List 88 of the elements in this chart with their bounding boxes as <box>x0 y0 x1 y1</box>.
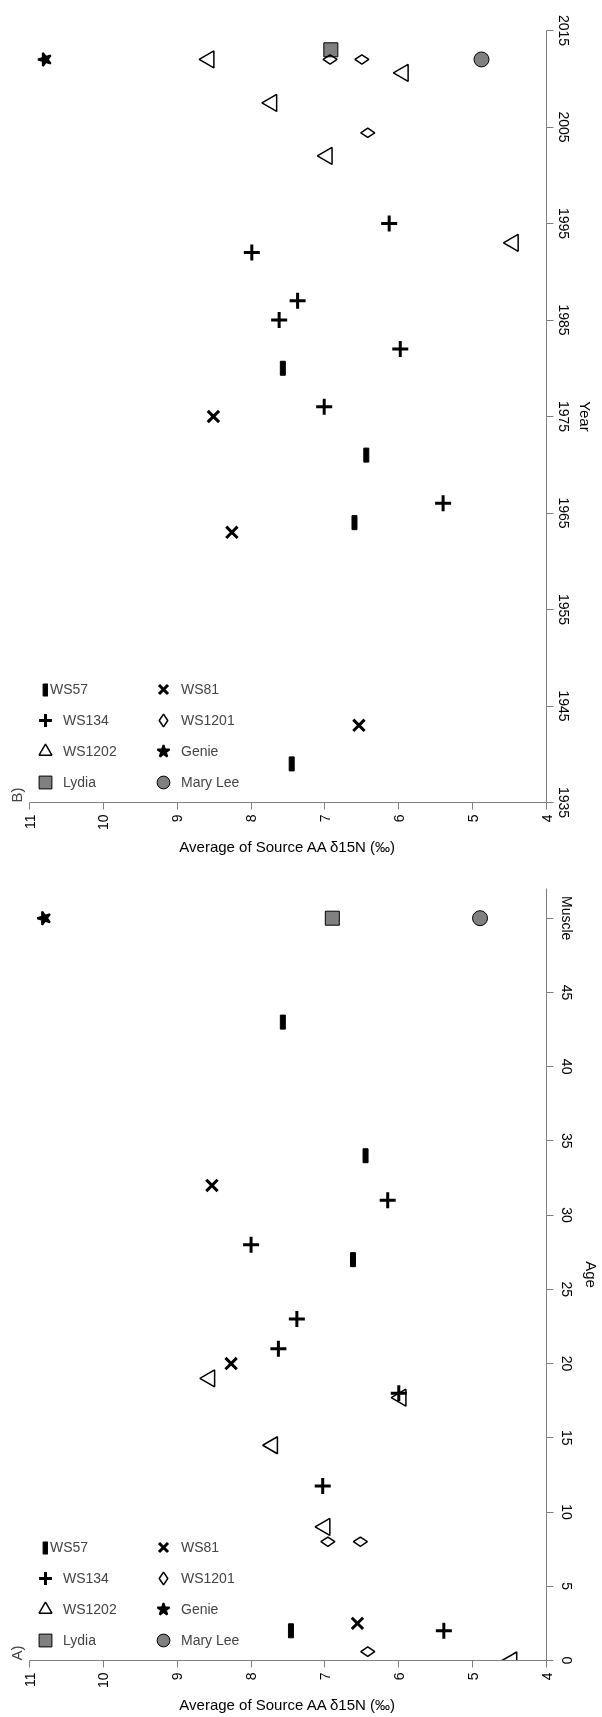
y-tick-label: 5 <box>558 1582 575 1591</box>
point <box>204 1178 220 1193</box>
x-tick-label: 9 <box>169 814 186 823</box>
point <box>350 1616 365 1631</box>
y-tick-label: 1955 <box>555 593 572 626</box>
point <box>314 397 334 417</box>
x-tick-label: 10 <box>95 814 112 831</box>
legend-label: Lydia <box>63 1632 96 1648</box>
x-tick-label: 4 <box>538 814 555 823</box>
text: B) <box>7 787 25 803</box>
y-tick-label: 0 <box>558 1656 575 1665</box>
x-tick-label: 5 <box>464 1672 481 1681</box>
legend-label: WS1202 <box>63 743 117 759</box>
x-tick-label: 8 <box>243 1672 260 1681</box>
y-tick-label: 35 <box>558 1133 575 1149</box>
legend-label: Mary Lee <box>181 774 240 790</box>
legend-label: WS134 <box>63 712 109 728</box>
x-tick-label: 11 <box>21 1672 38 1688</box>
x-tick-label: 6 <box>390 814 407 823</box>
y-tick-label: Muscle <box>558 896 575 941</box>
y-tick-label: 1935 <box>555 786 572 819</box>
y-tick-label: 40 <box>558 1058 575 1075</box>
y-tick-label: 1975 <box>555 400 572 433</box>
legend-label: WS134 <box>63 1570 109 1586</box>
point <box>472 910 489 927</box>
x-tick-label: 4 <box>538 1672 555 1681</box>
point <box>241 1235 261 1255</box>
point <box>223 1356 239 1371</box>
x-tick-label: 9 <box>169 1672 186 1681</box>
point <box>360 127 376 139</box>
y-axis-title: Age <box>582 1261 600 1288</box>
y-axis-title: Year <box>576 401 594 432</box>
y-tick-label: 1985 <box>555 304 572 336</box>
legend-label: Mary Lee <box>181 1632 240 1648</box>
point <box>224 525 240 540</box>
y-tick-label: 20 <box>558 1355 575 1372</box>
point <box>320 1536 336 1548</box>
y-tick-label: 10 <box>558 1504 575 1521</box>
x-tick-label: 7 <box>316 814 333 823</box>
legend-label: WS57 <box>50 681 89 697</box>
point <box>199 1369 216 1388</box>
point <box>37 51 52 68</box>
y-tick-label: 1945 <box>555 690 572 722</box>
point <box>433 493 453 513</box>
text: A) <box>7 1645 25 1661</box>
x-tick-label: 5 <box>464 814 481 823</box>
legend-label: WS1201 <box>181 712 235 728</box>
point <box>323 42 339 58</box>
y-tick-label: 45 <box>558 984 575 1001</box>
x-tick-label: 8 <box>243 814 260 823</box>
x-axis-title: Average of Source AA δ15N (‰) <box>179 1696 396 1714</box>
y-tick-label: 1965 <box>555 497 572 529</box>
y-tick-label: 1995 <box>555 207 572 240</box>
point <box>378 1190 398 1210</box>
legend-label: WS1202 <box>63 1601 117 1617</box>
x-axis-title: Average of Source AA δ15N (‰) <box>179 838 396 856</box>
legend-label: Genie <box>181 743 219 759</box>
point <box>288 291 308 311</box>
x-tick-label: 7 <box>316 1672 333 1681</box>
legend-label: WS1201 <box>181 1570 235 1586</box>
point <box>434 1621 454 1641</box>
legend-label: WS81 <box>181 681 220 697</box>
point <box>473 51 490 68</box>
x-tick-label: 10 <box>95 1672 112 1689</box>
y-tick-label: 25 <box>558 1281 575 1298</box>
y-tick-label: 2015 <box>555 14 572 47</box>
point <box>390 339 410 359</box>
x-tick-label: 6 <box>390 1672 407 1681</box>
point <box>268 1339 288 1359</box>
point <box>36 910 51 926</box>
point <box>242 242 262 262</box>
legend-label: Genie <box>181 1601 219 1617</box>
point <box>287 1309 307 1329</box>
y-tick-label: 15 <box>558 1430 575 1446</box>
point <box>379 214 399 233</box>
point <box>360 1646 376 1658</box>
y-tick-label: 2005 <box>555 111 572 143</box>
legend-label: WS57 <box>50 1539 89 1555</box>
legend-label: Lydia <box>63 774 96 790</box>
point <box>269 310 289 330</box>
legend-label: WS81 <box>181 1539 220 1555</box>
point <box>206 409 221 424</box>
point <box>352 1536 369 1548</box>
point <box>351 718 367 733</box>
point <box>313 1476 333 1496</box>
y-tick-label: 30 <box>558 1207 575 1224</box>
point <box>324 910 340 926</box>
x-tick-label: 11 <box>21 814 38 830</box>
